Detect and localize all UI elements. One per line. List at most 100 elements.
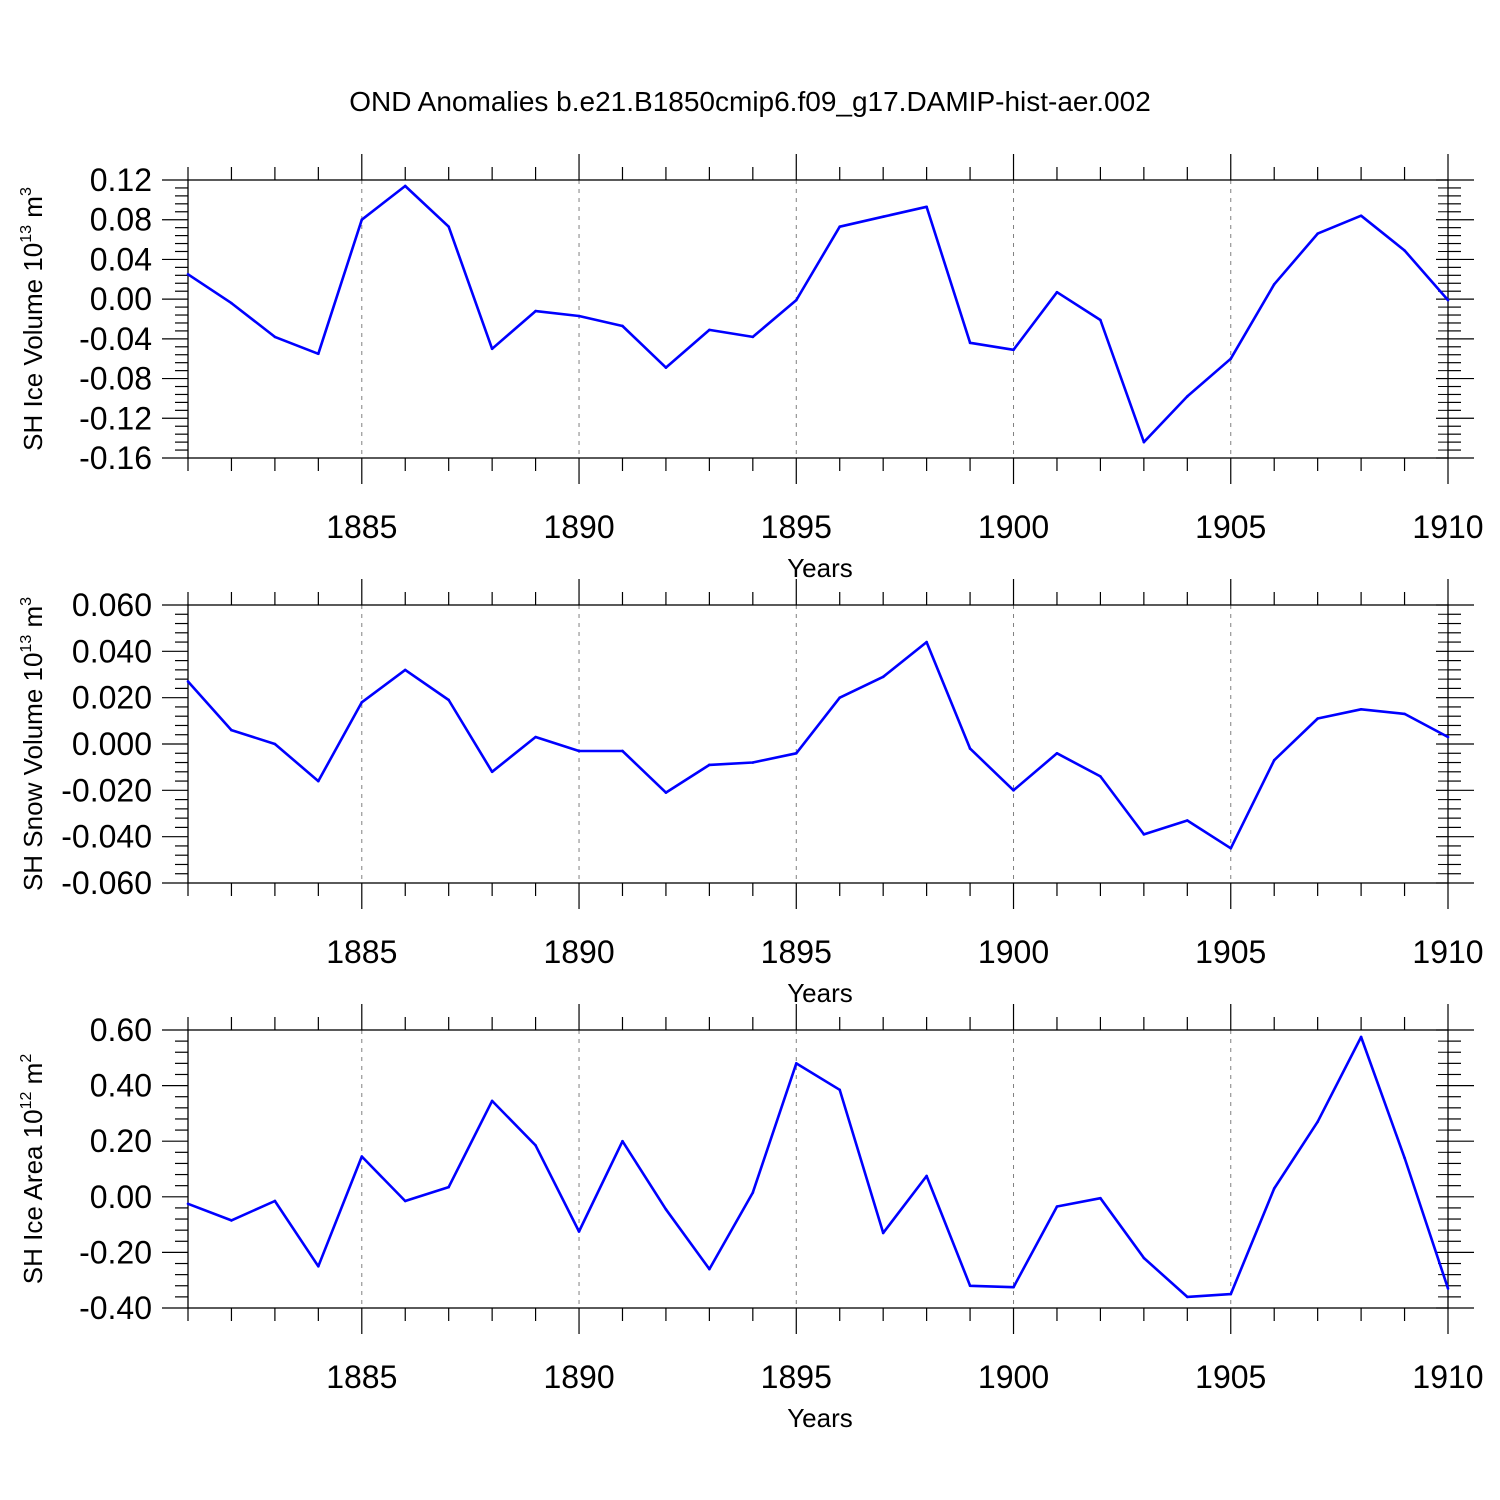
data-point [925, 1174, 928, 1178]
data-point [751, 1191, 755, 1194]
data-point [1099, 318, 1102, 322]
y-axis-title: SH Ice Area 1012 m2 [18, 1054, 48, 1285]
x-tick-label: 1900 [978, 509, 1049, 545]
data-point [794, 1062, 798, 1065]
series-line [187, 640, 1449, 850]
data-point [1272, 282, 1276, 286]
data-point [1229, 357, 1233, 361]
y-tick-label: -0.12 [79, 400, 152, 436]
data-point [1142, 440, 1146, 444]
series-line [187, 184, 1449, 444]
x-tick-label: 1905 [1195, 509, 1266, 545]
data-point [968, 1284, 972, 1288]
x-tick-label: 1885 [326, 1359, 397, 1395]
data-point [794, 751, 798, 755]
data-point [1012, 789, 1015, 792]
data-point [186, 680, 190, 683]
data-point [968, 341, 972, 345]
data-point [577, 314, 581, 318]
data-point [447, 225, 450, 228]
y-tick-label: 0.00 [90, 281, 152, 317]
data-point [403, 184, 407, 188]
x-axis-title: Years [787, 1403, 853, 1433]
y-tick-label: 0.40 [90, 1068, 152, 1104]
chart-title: OND Anomalies b.e21.B1850cmip6.f09_g17.D… [349, 86, 1151, 117]
data-point [621, 324, 624, 328]
y-tick-label: 0.060 [72, 587, 152, 623]
x-tick-label: 1895 [761, 509, 832, 545]
data-point [317, 779, 320, 783]
plot-frame [187, 179, 1449, 459]
data-point [273, 742, 277, 746]
data-point [1403, 712, 1406, 716]
chart-ice-volume: 1885 1890 1895 1900 1905 1910Years-0.16-0.12-… [18, 154, 1484, 583]
data-point [925, 640, 928, 644]
data-point [1012, 348, 1015, 352]
y-tick-label: 0.040 [72, 633, 152, 669]
data-point [708, 1267, 711, 1271]
data-point [317, 1265, 320, 1268]
data-point [1359, 707, 1363, 711]
data-point [447, 1185, 450, 1189]
data-point [838, 1088, 842, 1092]
x-axis-title: Years [787, 978, 853, 1008]
y-tick-label: 0.60 [90, 1012, 152, 1048]
data-point [1359, 214, 1363, 218]
data-point [925, 205, 928, 209]
data-point [751, 761, 755, 764]
y-tick-label: -0.16 [79, 440, 152, 476]
x-tick-label: 1890 [543, 934, 614, 970]
x-tick-label: 1900 [978, 1359, 1049, 1395]
data-point [1099, 1196, 1102, 1200]
data-point [1186, 819, 1189, 822]
data-point [968, 747, 972, 750]
data-point [360, 701, 364, 704]
data-point [1099, 775, 1102, 778]
series-line [187, 1035, 1450, 1299]
data-point [838, 225, 842, 228]
data-point [881, 675, 885, 679]
data-point [403, 1199, 407, 1203]
x-tick-label: 1890 [543, 1359, 614, 1395]
data-point [1403, 1156, 1406, 1160]
x-axis-title: Years [787, 553, 853, 583]
data-point [838, 696, 842, 699]
data-point [1272, 758, 1276, 762]
data-point [881, 1231, 885, 1235]
data-point [360, 218, 364, 222]
data-point [1229, 846, 1233, 850]
y-tick-label: 0.08 [90, 202, 152, 238]
x-tick-label: 1910 [1412, 934, 1483, 970]
data-point [1055, 751, 1059, 755]
x-tick-label: 1910 [1412, 1359, 1483, 1395]
plot-frame [187, 604, 1449, 884]
y-tick-label: 0.000 [72, 726, 152, 762]
data-point [794, 298, 798, 302]
data-point [664, 366, 668, 369]
y-tick-label: -0.20 [79, 1234, 152, 1270]
data-point [1012, 1285, 1015, 1289]
data-point [1446, 1287, 1450, 1290]
data-point [1316, 232, 1319, 235]
data-point [230, 1219, 233, 1222]
y-tick-label: 0.20 [90, 1123, 152, 1159]
data-point [1403, 249, 1406, 252]
x-tick-label: 1890 [543, 509, 614, 545]
data-point [534, 735, 537, 739]
data-point [230, 728, 233, 732]
data-point [1359, 1035, 1363, 1039]
y-tick-label: -0.04 [79, 321, 152, 357]
data-point [360, 1155, 364, 1158]
data-point [273, 1199, 277, 1203]
data-point [881, 215, 885, 219]
data-point [1446, 735, 1450, 739]
x-tick-label: 1895 [761, 934, 832, 970]
y-tick-label: 0.020 [72, 680, 152, 716]
data-point [534, 309, 537, 313]
data-point [708, 763, 711, 767]
data-point [490, 1099, 494, 1103]
data-point [577, 1230, 581, 1233]
y-tick-label: -0.020 [61, 772, 152, 808]
data-point [534, 1144, 537, 1147]
data-point [490, 347, 494, 351]
